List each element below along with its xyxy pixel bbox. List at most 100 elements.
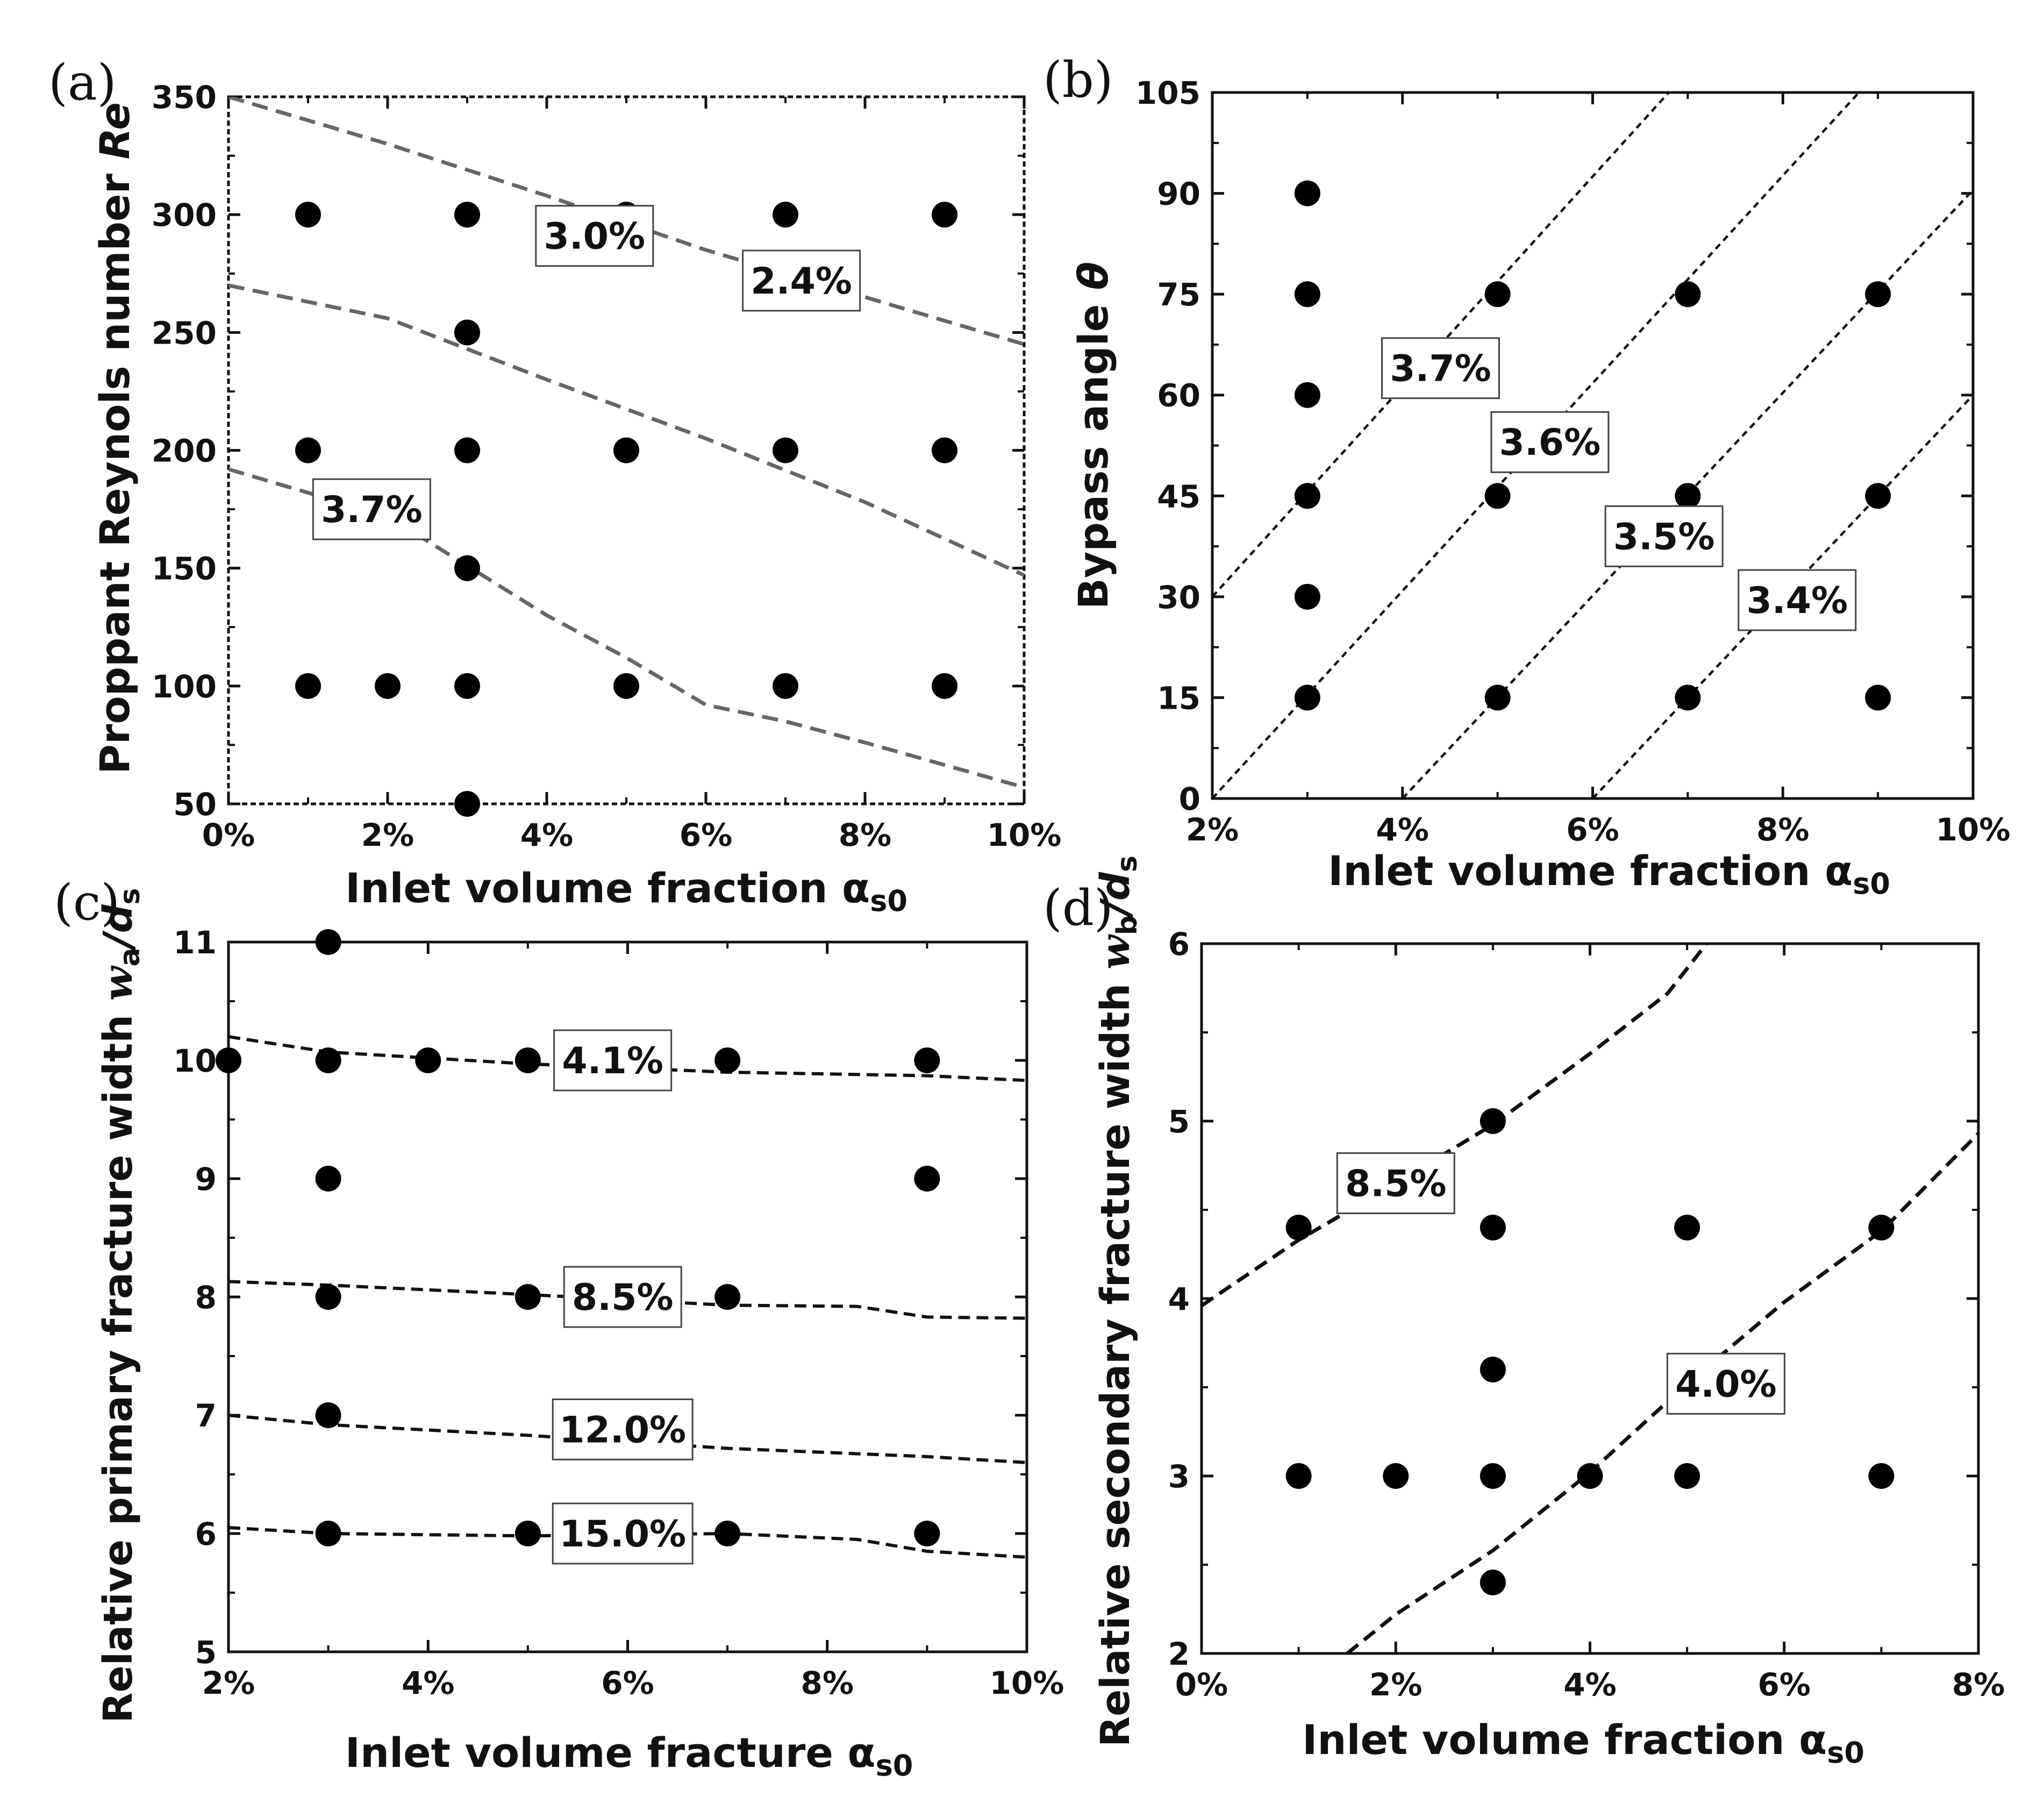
data-point (315, 929, 341, 955)
data-point (454, 202, 480, 228)
data-point (514, 1284, 541, 1310)
x-tick-label: 0% (1175, 1666, 1228, 1703)
data-point (1484, 684, 1511, 711)
contour-label: 3.4% (1746, 580, 1848, 622)
x-tick-label: 10% (990, 1665, 1064, 1701)
data-point (1480, 1108, 1506, 1134)
contour-lines (228, 97, 1024, 789)
panel-c: (c) 2% 4% 6% 8% 10% 5 6 7 8 9 10 11 4.1% 8.5% 12.0% 15.… (54, 874, 1064, 1782)
contour-line (228, 1414, 1027, 1464)
y-tick-label: 90 (1157, 176, 1200, 212)
y-axis-title-d: Relative secondary fracture width wb/ds (1092, 855, 1144, 1747)
data-point (773, 673, 798, 699)
x-axis-title-b: Inlet volume fraction αs0 (1328, 847, 1890, 901)
data-point (914, 1166, 940, 1192)
y-tick-label: 5 (1168, 1103, 1190, 1140)
data-point (454, 555, 480, 581)
data-point (1480, 1570, 1506, 1595)
contour-line (228, 283, 1024, 577)
y-tick-label: 7 (195, 1397, 217, 1434)
data-point (773, 437, 798, 463)
data-point (714, 1284, 741, 1310)
y-tick-label: 5 (195, 1634, 217, 1671)
data-point (315, 1402, 341, 1428)
plot-area-d: 0% 2% 4% 6% 8% 2 3 4 5 6 8.5% 4.0% (1168, 926, 2005, 1703)
y-tick-label: 6 (1168, 926, 1190, 962)
contour-line (1202, 944, 1709, 1308)
contour-label: 3.5% (1613, 516, 1715, 558)
contour-lines (1202, 944, 1978, 1653)
data-point (1285, 1463, 1312, 1489)
data-point (1484, 281, 1511, 308)
data-point (1294, 382, 1320, 408)
contour-label-box (1604, 505, 1724, 567)
y-tick-label: 6 (195, 1516, 217, 1552)
y-tick-label: 10 (173, 1043, 217, 1079)
y-tick-label: 60 (1157, 377, 1200, 414)
contour-label: 3.7% (1390, 348, 1491, 390)
data-point (613, 437, 639, 463)
contour-label: 4.0% (1675, 1363, 1777, 1406)
data-point (932, 673, 957, 699)
x-tick-label: 4% (402, 1665, 454, 1701)
data-point (295, 437, 321, 463)
y-axis-title-c: Relative primary fracture width wa/ds (95, 888, 146, 1723)
data-point (1480, 1215, 1506, 1240)
y-tick-label: 200 (152, 433, 217, 469)
data-point (773, 202, 798, 228)
data-point (1294, 483, 1320, 509)
data-point (295, 673, 321, 699)
data-point (375, 673, 401, 699)
data-point (415, 1047, 441, 1073)
panel-d: (d) 0% 2% 4% 6% 8% 2 3 4 5 6 8.5% 4.0% Inlet volume… (1043, 855, 2005, 1770)
contour-label-box (563, 1266, 682, 1328)
panel-label-a: (a) (48, 54, 117, 111)
plot-area-a: 0% 2% 4% 6% 8% 10% 50 100 150 200 250 300 350 2.4% 3.0… (152, 79, 1061, 853)
data-point (1577, 1463, 1603, 1489)
y-axis-title-a: Proppant Reynols number Re (91, 102, 139, 774)
x-tick-label: 4% (520, 817, 573, 853)
y-tick-label: 50 (173, 786, 217, 823)
x-axis-title-a: Inlet volume fraction αs0 (345, 864, 907, 918)
contour-label: 15.0% (559, 1513, 686, 1556)
y-tick-label: 105 (1135, 75, 1200, 111)
x-tick-label: 6% (1758, 1666, 1811, 1703)
data-point (1294, 281, 1320, 308)
data-point (1294, 684, 1320, 711)
y-tick-label: 250 (152, 315, 217, 351)
x-tick-label: 2% (361, 817, 414, 853)
x-tick-label: 6% (1566, 811, 1619, 848)
x-axis-title-d: Inlet volume fraction αs0 (1302, 1716, 1864, 1770)
x-tick-label: 0% (202, 817, 255, 853)
plot-area-b: 2% 4% 6% 8% 10% 0 15 30 45 60 75 90 105 3.7%3.6% 3.5% 3… (1135, 75, 2010, 848)
y-tick-label: 30 (1157, 579, 1200, 616)
data-point (315, 1521, 341, 1546)
y-tick-label: 11 (173, 924, 217, 961)
data-point (216, 1047, 241, 1073)
data-point (295, 202, 321, 228)
data-point (1868, 1463, 1895, 1489)
x-tick-label: 6% (601, 1665, 654, 1701)
y-tick-label: 150 (152, 551, 217, 587)
contour-label-box (742, 249, 861, 312)
data-point (514, 1047, 541, 1073)
contour-label: 8.5% (572, 1277, 674, 1319)
data-point (454, 791, 480, 817)
data-point (454, 437, 480, 463)
y-tick-label: 75 (1157, 276, 1200, 313)
panel-label-d: (d) (1043, 879, 1113, 937)
data-point (613, 673, 639, 699)
data-point (1383, 1463, 1409, 1489)
contour-label-box (553, 1029, 673, 1092)
data-point (1480, 1463, 1506, 1489)
x-tick-label: 6% (680, 817, 732, 853)
panel-b: (b) 2% 4% 6% 8% 10% 0 15 30 45 60 75 90 105 3.7%3.6% 3… (1043, 51, 2010, 901)
contour-label: 4.1% (562, 1040, 663, 1082)
data-point (714, 1047, 741, 1073)
contour-label-box (312, 478, 431, 540)
data-point (914, 1521, 940, 1546)
contour-label: 3.7% (321, 489, 423, 531)
data-point (932, 437, 957, 463)
y-tick-label: 2 (1168, 1636, 1190, 1672)
data-point (914, 1047, 940, 1073)
